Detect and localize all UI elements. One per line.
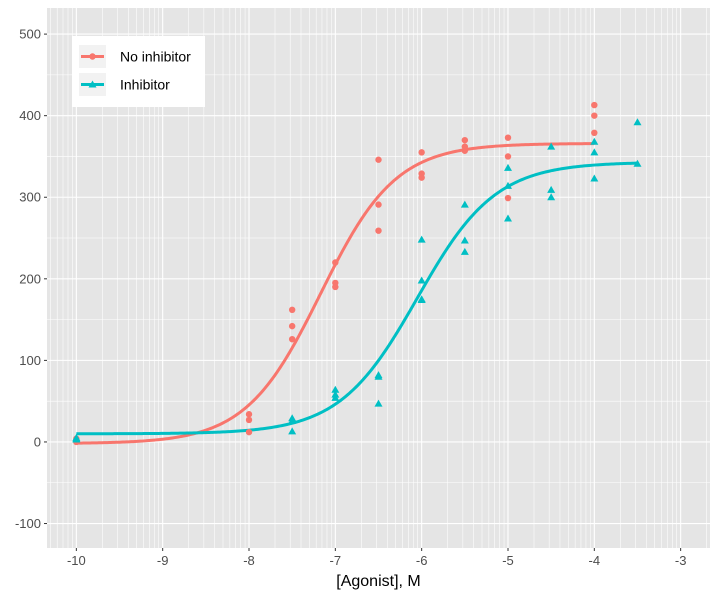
x-axis-label: [Agonist], M — [336, 573, 420, 590]
y-tick-label: -100 — [15, 516, 41, 531]
data-point-no-inhibitor — [504, 153, 512, 160]
data-point-inhibitor — [547, 185, 556, 193]
x-tick-label: -3 — [675, 553, 687, 568]
y-tick-label: 100 — [19, 353, 41, 368]
data-point-no-inhibitor — [332, 283, 339, 291]
data-point-no-inhibitor — [591, 101, 598, 109]
legend: No inhibitor Inhibitor — [72, 36, 205, 107]
data-point-inhibitor — [417, 235, 426, 243]
y-tick-label: 300 — [19, 190, 41, 205]
data-point-no-inhibitor — [504, 134, 512, 141]
data-point-no-inhibitor — [591, 112, 598, 119]
legend-triangle-icon — [88, 80, 97, 88]
x-tick-label: -10 — [67, 553, 86, 568]
data-point-inhibitor — [590, 137, 599, 145]
legend-circle-icon — [89, 53, 96, 60]
data-point-inhibitor — [547, 142, 556, 150]
legend-label-inhibitor: Inhibitor — [120, 77, 170, 93]
data-point-inhibitor — [374, 399, 383, 407]
data-point-no-inhibitor — [245, 411, 253, 418]
gridlines — [47, 8, 710, 548]
data-point-inhibitor — [72, 434, 81, 442]
data-point-no-inhibitor — [504, 194, 512, 202]
data-point-no-inhibitor — [418, 174, 425, 181]
data-point-inhibitor — [503, 181, 512, 189]
x-tick-label: -8 — [243, 553, 255, 568]
data-point-inhibitor — [331, 393, 340, 401]
data-point-no-inhibitor — [245, 428, 253, 436]
data-point-inhibitor — [590, 174, 599, 182]
data-point-no-inhibitor — [591, 129, 598, 137]
data-point-inhibitor — [460, 236, 469, 244]
data-point-inhibitor — [503, 214, 512, 222]
data-point-inhibitor — [417, 296, 426, 304]
y-axis: -100 0 100 200 300 400 500 — [15, 27, 47, 531]
x-tick-label: -9 — [157, 553, 169, 568]
x-tick-label: -5 — [502, 553, 514, 568]
data-point-inhibitor — [547, 193, 556, 201]
legend-label-no-inhibitor: No inhibitor — [120, 49, 191, 65]
data-point-inhibitor — [590, 148, 599, 156]
data-point-inhibitor — [417, 276, 426, 284]
x-tick-label: -4 — [589, 553, 601, 568]
data-point-no-inhibitor — [461, 147, 469, 154]
y-tick-label: 200 — [19, 271, 41, 286]
data-points — [72, 101, 642, 446]
data-point-inhibitor — [633, 159, 642, 167]
data-point-inhibitor — [460, 200, 469, 208]
data-point-inhibitor — [503, 163, 512, 171]
data-point-no-inhibitor — [375, 227, 382, 234]
fit-curve-inhibitor — [76, 161, 638, 436]
data-point-no-inhibitor — [245, 416, 253, 424]
y-tick-label: 400 — [19, 108, 41, 123]
x-tick-label: -6 — [416, 553, 428, 568]
data-point-no-inhibitor — [375, 201, 382, 208]
y-tick-label: 0 — [34, 434, 41, 449]
data-point-inhibitor — [460, 247, 469, 255]
data-point-no-inhibitor — [375, 156, 382, 163]
data-point-inhibitor — [633, 118, 642, 126]
data-point-no-inhibitor — [332, 259, 339, 266]
data-point-no-inhibitor — [288, 306, 296, 314]
data-point-no-inhibitor — [288, 322, 296, 330]
data-point-no-inhibitor — [288, 335, 296, 343]
data-point-no-inhibitor — [418, 149, 425, 156]
x-tick-label: -7 — [330, 553, 342, 568]
data-point-no-inhibitor — [461, 136, 469, 144]
data-point-inhibitor — [331, 385, 340, 393]
y-tick-label: 500 — [19, 27, 41, 42]
data-point-inhibitor — [288, 416, 297, 424]
data-point-inhibitor — [374, 372, 383, 380]
data-point-inhibitor — [288, 427, 297, 435]
x-axis: -10 -9 -8 -7 -6 -5 -4 -3 — [67, 548, 686, 568]
